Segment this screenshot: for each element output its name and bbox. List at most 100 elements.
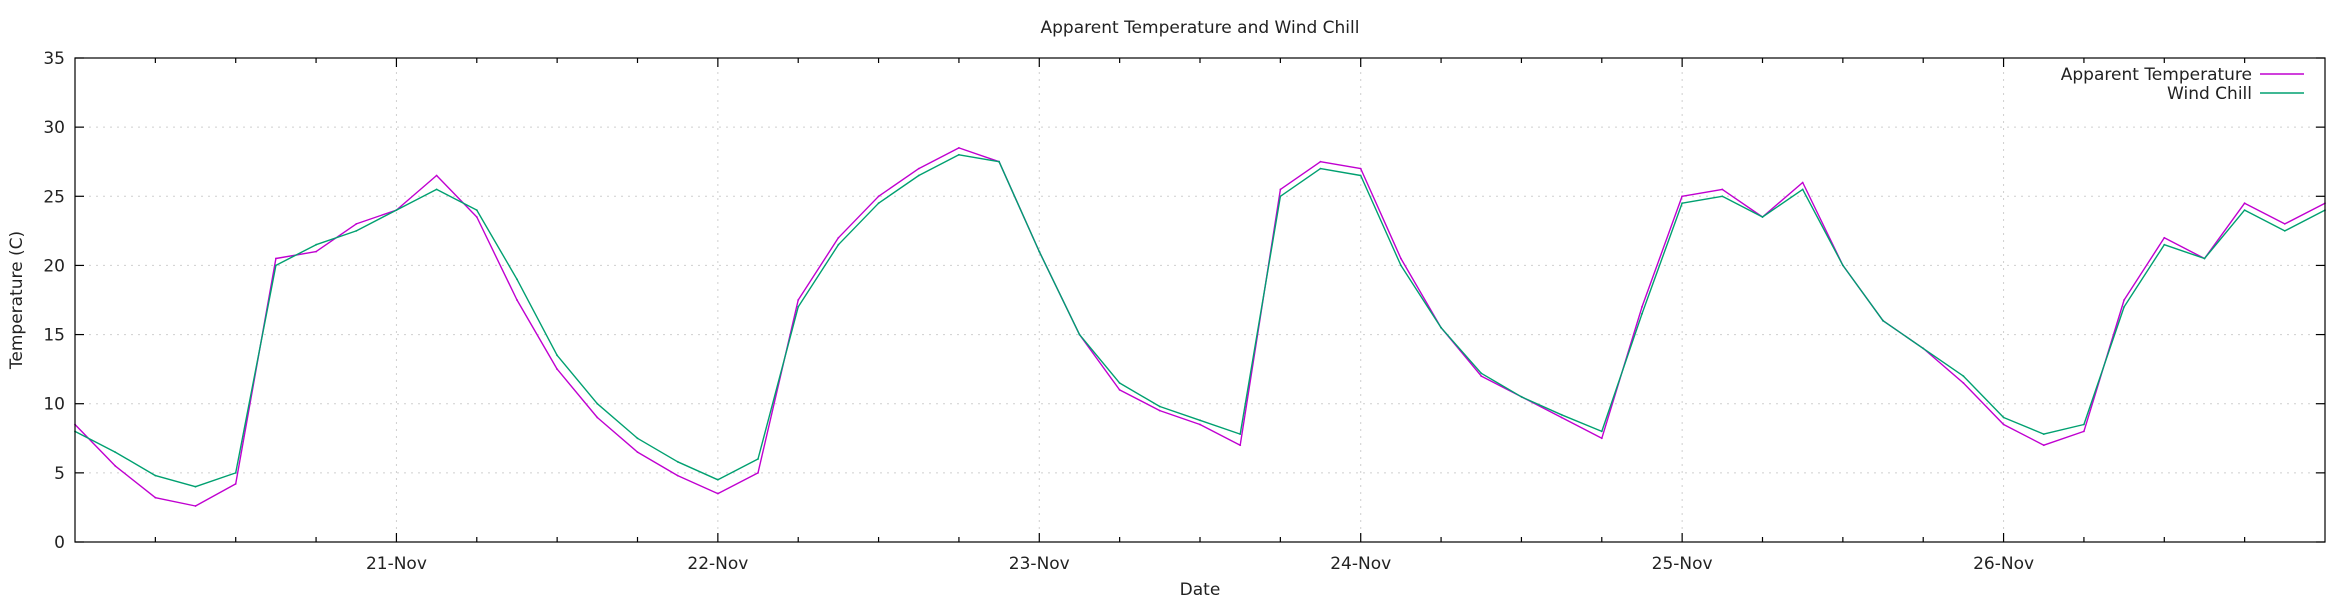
data-point bbox=[877, 195, 880, 198]
data-point bbox=[837, 243, 840, 246]
data-point bbox=[1199, 419, 1201, 422]
data-point bbox=[556, 368, 558, 370]
data-point bbox=[1279, 195, 1282, 198]
data-point bbox=[676, 460, 679, 463]
data-point bbox=[1681, 195, 1683, 198]
legend-label: Apparent Temperature bbox=[2061, 65, 2252, 85]
data-point bbox=[2283, 230, 2286, 232]
data-point bbox=[717, 478, 719, 481]
data-point bbox=[2243, 209, 2246, 212]
y-tick-label: 5 bbox=[54, 464, 65, 484]
chart-title: Apparent Temperature and Wind Chill bbox=[1041, 18, 1360, 38]
data-point bbox=[958, 147, 960, 149]
data-point bbox=[596, 402, 599, 405]
data-point bbox=[1560, 416, 1563, 419]
data-point bbox=[1118, 389, 1121, 391]
data-point bbox=[1319, 160, 1322, 163]
x-tick-label: 25-Nov bbox=[1652, 554, 1713, 574]
data-point bbox=[1962, 382, 1965, 384]
data-point bbox=[114, 465, 117, 467]
ticks bbox=[75, 57, 2325, 543]
data-point bbox=[797, 299, 800, 301]
data-point bbox=[315, 250, 317, 253]
data-point bbox=[1721, 188, 1724, 191]
tick-labels: 0 5 10 15 20 25 30 35 21-Nov 22-Nov 23-Nov 24-Nov 25… bbox=[43, 49, 2034, 574]
data-point bbox=[1480, 372, 1483, 375]
data-point bbox=[676, 474, 679, 477]
data-point bbox=[556, 354, 558, 357]
data-point bbox=[234, 472, 237, 474]
data-point bbox=[194, 505, 197, 507]
y-tick-label: 35 bbox=[43, 49, 65, 69]
data-point bbox=[395, 209, 398, 212]
data-point bbox=[757, 472, 759, 474]
y-tick-label: 10 bbox=[43, 395, 65, 415]
data-point bbox=[1801, 188, 1804, 191]
data-point bbox=[275, 264, 277, 267]
data-point bbox=[2123, 299, 2126, 301]
data-point bbox=[2083, 423, 2085, 426]
y-tick-label: 0 bbox=[54, 533, 65, 553]
x-tick-label: 23-Nov bbox=[1009, 554, 1070, 574]
data-point bbox=[1801, 181, 1804, 184]
data-point bbox=[636, 451, 639, 453]
y-tick-label: 20 bbox=[43, 256, 65, 276]
y-tick-label: 15 bbox=[43, 326, 65, 346]
data-point bbox=[2243, 202, 2246, 205]
data-point bbox=[1721, 195, 1724, 198]
series-layer bbox=[74, 147, 2326, 507]
data-point bbox=[717, 492, 719, 495]
data-point bbox=[154, 474, 157, 477]
data-point bbox=[1480, 375, 1483, 377]
data-point bbox=[998, 160, 1000, 163]
data-point bbox=[435, 174, 438, 177]
data-point bbox=[2203, 257, 2206, 260]
data-point bbox=[636, 437, 639, 440]
y-tick-label: 30 bbox=[43, 118, 65, 138]
plot-frame bbox=[74, 57, 2326, 543]
data-point bbox=[757, 458, 759, 460]
legend-label: Wind Chill bbox=[2167, 84, 2252, 104]
data-point bbox=[797, 306, 800, 308]
data-point bbox=[2042, 444, 2045, 447]
data-point bbox=[154, 496, 157, 499]
data-point bbox=[2042, 433, 2045, 435]
data-point bbox=[917, 174, 920, 177]
data-point bbox=[516, 299, 518, 301]
data-point bbox=[234, 483, 237, 485]
data-point bbox=[1842, 264, 1844, 267]
data-point bbox=[1641, 306, 1643, 308]
data-point bbox=[1158, 405, 1161, 408]
data-point bbox=[435, 188, 438, 191]
data-point bbox=[1600, 437, 1603, 440]
data-point bbox=[1882, 319, 1884, 322]
data-point bbox=[1158, 409, 1161, 412]
data-point bbox=[2123, 306, 2126, 308]
data-point bbox=[355, 223, 358, 225]
data-point bbox=[315, 243, 317, 246]
data-point bbox=[958, 153, 960, 156]
data-point bbox=[1359, 174, 1362, 177]
data-point bbox=[1681, 202, 1683, 205]
series-line-2 bbox=[74, 154, 2326, 488]
x-tick-label: 24-Nov bbox=[1330, 554, 1391, 574]
data-point bbox=[1400, 257, 1402, 260]
data-point bbox=[1319, 167, 1322, 170]
data-point bbox=[1239, 444, 1242, 447]
data-point bbox=[2083, 430, 2085, 433]
y-axis-title: Temperature (C) bbox=[7, 231, 27, 370]
y-tick-label: 25 bbox=[43, 187, 65, 207]
data-point bbox=[1400, 264, 1402, 267]
data-point bbox=[1520, 395, 1523, 398]
data-point bbox=[1600, 430, 1603, 433]
data-point bbox=[1641, 312, 1643, 315]
x-tick-label: 21-Nov bbox=[366, 554, 427, 574]
x-axis-title: Date bbox=[1180, 580, 1221, 600]
data-point bbox=[275, 257, 277, 260]
x-tick-label: 22-Nov bbox=[687, 554, 748, 574]
data-point bbox=[877, 202, 880, 205]
data-point bbox=[516, 278, 518, 281]
data-point bbox=[2163, 236, 2166, 239]
